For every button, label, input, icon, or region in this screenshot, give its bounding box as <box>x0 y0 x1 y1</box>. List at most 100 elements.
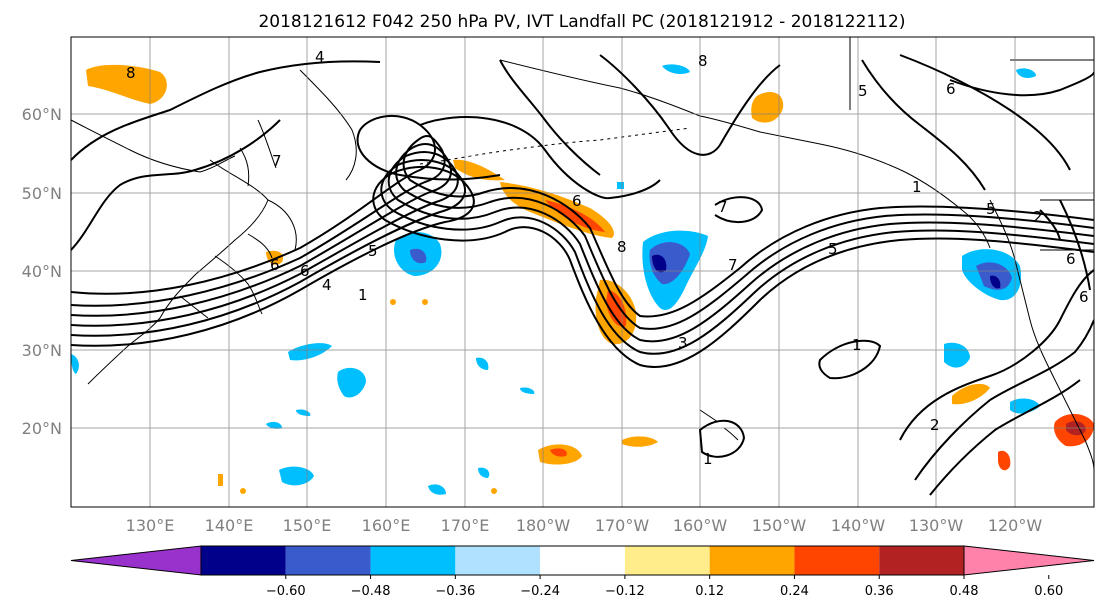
contour-label: 5 <box>858 82 868 100</box>
colorbar-segment <box>879 546 964 575</box>
negative-pv-anomaly <box>410 248 427 264</box>
colorbar-segment <box>201 546 286 575</box>
colorbar-segment <box>709 546 795 575</box>
longitude-labels: 130°E 140°E 150°E 160°E 170°E 180°W 170°… <box>126 516 1043 535</box>
colorbar-tick-label: 0.24 <box>780 584 809 599</box>
lat-label: 20°N <box>22 419 62 438</box>
lon-label: 180°W <box>516 516 571 535</box>
colorbar-tick-label: −0.60 <box>266 584 306 599</box>
contour-line <box>71 165 1094 368</box>
contour-label: 7 <box>272 152 282 170</box>
lon-label: 160°W <box>673 516 728 535</box>
negative-pv-anomaly <box>337 367 366 398</box>
colorbar-tick-label: 0.48 <box>950 584 979 599</box>
latitude-labels: 60°N 50°N 40°N 30°N 20°N <box>22 105 62 438</box>
lon-label: 150°W <box>752 516 807 535</box>
negative-pv-anomaly <box>652 254 667 273</box>
contour-line <box>71 60 381 161</box>
contour-line <box>899 54 1071 171</box>
contour-label: 6 <box>946 80 956 98</box>
lon-label: 130°W <box>909 516 964 535</box>
contour-line <box>499 59 601 176</box>
contour-label: 6 <box>300 262 310 280</box>
negative-pv-anomaly <box>617 182 624 189</box>
negative-pv-anomaly <box>428 484 446 495</box>
lat-label: 40°N <box>22 262 62 281</box>
colorbar-segment <box>794 546 880 575</box>
contour-line <box>419 116 661 200</box>
map-frame <box>70 36 1095 508</box>
contour-label: 1 <box>703 450 713 468</box>
positive-pv-anomaly <box>606 290 627 327</box>
lon-label: 170°W <box>595 516 650 535</box>
contour-line <box>71 151 1094 343</box>
lat-label: 60°N <box>22 105 62 124</box>
contour-label: 6 <box>1066 250 1076 268</box>
map-title: 2018121612 F042 250 hPa PV, IVT Landfall… <box>258 12 905 32</box>
contour-label: 6 <box>1079 288 1089 306</box>
negative-pv-anomaly <box>71 354 79 374</box>
negative-pv-anomaly <box>288 343 332 361</box>
positive-pv-anomaly <box>218 474 223 486</box>
contour-labels: 4 8 6 5 7 1 8 6 5 4 2 1 6 8 7 5 7 3 1 2 … <box>126 48 1089 468</box>
colorbar-extend-max <box>963 545 1095 576</box>
contour-line <box>914 319 1094 481</box>
japan-coastline <box>179 233 273 319</box>
contour-label: 8 <box>126 64 136 82</box>
colorbar-segment <box>624 546 710 575</box>
contour-line <box>929 379 1081 496</box>
contour-label: 6 <box>572 192 582 210</box>
colorbar-tick-label: −0.48 <box>351 584 391 599</box>
positive-pv-anomaly <box>453 159 505 181</box>
colorbar-tick-label: −0.12 <box>605 584 645 599</box>
asia-coastline <box>71 119 297 385</box>
colorbar-tick-label: 0.60 <box>1034 584 1063 599</box>
negative-pv-anomaly <box>944 342 970 368</box>
map-area: 4 8 6 5 7 1 8 6 5 4 2 1 6 8 7 5 7 3 1 2 … <box>71 37 1094 507</box>
contour-label: 1 <box>358 286 368 304</box>
contour-label: 5 <box>986 200 996 218</box>
land-border <box>849 37 1094 251</box>
negative-pv-anomaly <box>279 466 314 486</box>
positive-pv-anomaly <box>998 450 1011 471</box>
contour-label: 1 <box>852 336 862 354</box>
positive-pv-anomaly <box>240 488 246 494</box>
colorbar-tick-label: 0.36 <box>865 584 894 599</box>
contour-line <box>71 119 281 251</box>
contour-label: 6 <box>270 256 280 274</box>
colorbar-extend-min <box>70 545 202 576</box>
positive-pv-anomaly <box>622 436 658 447</box>
negative-pv-anomaly <box>478 467 490 478</box>
contour-line <box>818 339 882 380</box>
positive-pv-anomaly <box>491 488 497 494</box>
positive-pv-anomaly <box>550 448 567 457</box>
positive-pv-anomaly <box>751 92 784 123</box>
contour-line <box>949 71 1094 97</box>
contour-line <box>599 54 781 156</box>
contour-label: 3 <box>678 334 688 352</box>
contour-label: 7 <box>728 256 738 274</box>
lon-label: 130°E <box>126 516 175 535</box>
colorbar-segment <box>285 546 371 575</box>
contour-label: 7 <box>718 198 728 216</box>
contour-line <box>1039 209 1061 241</box>
contour-line <box>698 419 746 458</box>
lon-label: 140°W <box>831 516 886 535</box>
kamchatka-coastline <box>299 69 357 181</box>
colorbar-outline <box>200 545 965 576</box>
contour-label: 1 <box>912 178 922 196</box>
colorbar-tick-label: −0.24 <box>520 584 560 599</box>
contour-line <box>71 143 1094 330</box>
contour-label: 5 <box>368 242 378 260</box>
colorbar-segment <box>370 546 456 575</box>
lon-label: 150°E <box>283 516 332 535</box>
positive-pv-anomaly <box>545 200 605 232</box>
contour-label: 2 <box>1033 208 1043 226</box>
positive-pv-anomaly <box>86 64 167 104</box>
negative-pv-anomaly <box>990 275 1001 289</box>
contour-label: 2 <box>930 416 940 434</box>
contour-line <box>861 59 986 191</box>
contour-line <box>899 269 1094 441</box>
contour-line <box>714 196 764 223</box>
